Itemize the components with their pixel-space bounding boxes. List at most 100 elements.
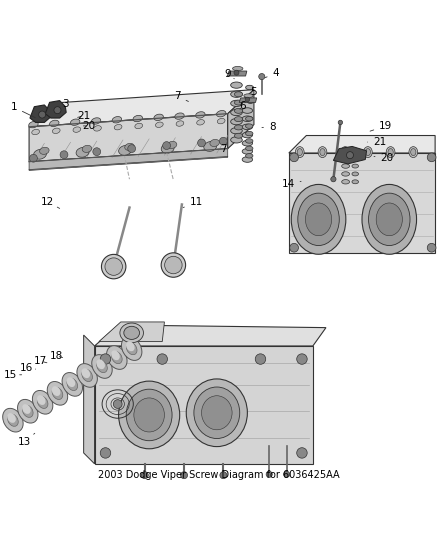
Ellipse shape (246, 154, 253, 158)
Circle shape (198, 139, 205, 147)
Ellipse shape (295, 147, 304, 158)
Ellipse shape (126, 342, 134, 351)
Text: 1: 1 (11, 102, 35, 118)
Ellipse shape (135, 123, 143, 128)
Ellipse shape (96, 359, 105, 369)
Ellipse shape (52, 387, 63, 399)
Text: 8: 8 (262, 122, 276, 132)
Ellipse shape (33, 149, 46, 159)
Ellipse shape (113, 400, 122, 408)
Ellipse shape (216, 110, 226, 117)
Ellipse shape (32, 130, 39, 135)
Ellipse shape (112, 351, 122, 364)
Circle shape (290, 153, 298, 161)
Ellipse shape (409, 147, 418, 158)
Ellipse shape (242, 132, 253, 138)
Circle shape (29, 154, 37, 162)
Ellipse shape (376, 203, 403, 236)
Ellipse shape (106, 346, 127, 369)
Ellipse shape (121, 337, 142, 360)
Text: 6: 6 (240, 101, 246, 111)
Ellipse shape (119, 146, 131, 155)
Ellipse shape (7, 413, 16, 423)
Ellipse shape (32, 391, 53, 414)
Ellipse shape (231, 137, 242, 143)
Ellipse shape (71, 119, 80, 125)
Circle shape (234, 70, 239, 75)
Text: 19: 19 (370, 121, 392, 131)
Ellipse shape (234, 125, 243, 130)
Ellipse shape (81, 368, 90, 378)
Ellipse shape (37, 395, 46, 405)
Ellipse shape (47, 382, 68, 405)
Circle shape (259, 74, 265, 79)
Ellipse shape (246, 85, 254, 90)
Text: 15: 15 (4, 370, 21, 380)
Circle shape (297, 448, 307, 458)
Ellipse shape (352, 164, 358, 168)
Text: 16: 16 (19, 363, 35, 373)
Ellipse shape (120, 323, 144, 343)
Polygon shape (30, 105, 51, 123)
Polygon shape (45, 101, 66, 118)
Ellipse shape (22, 404, 31, 414)
Ellipse shape (94, 126, 101, 131)
Ellipse shape (352, 172, 358, 176)
Circle shape (255, 354, 266, 364)
Ellipse shape (342, 164, 350, 168)
Text: 7: 7 (174, 91, 188, 101)
Text: 21: 21 (367, 137, 386, 147)
Polygon shape (228, 90, 254, 149)
Ellipse shape (67, 378, 78, 391)
Ellipse shape (134, 398, 164, 432)
Circle shape (100, 354, 111, 364)
Text: 20: 20 (82, 121, 95, 131)
Ellipse shape (3, 408, 23, 432)
Circle shape (346, 152, 353, 159)
Ellipse shape (201, 395, 232, 430)
Circle shape (157, 354, 167, 364)
Ellipse shape (175, 113, 184, 119)
Text: 5: 5 (251, 87, 257, 97)
Polygon shape (333, 147, 367, 164)
Circle shape (162, 142, 170, 149)
Ellipse shape (246, 131, 253, 136)
Polygon shape (29, 149, 228, 171)
Ellipse shape (217, 118, 225, 124)
Ellipse shape (234, 117, 243, 122)
Ellipse shape (291, 184, 346, 254)
Circle shape (102, 254, 126, 279)
Circle shape (100, 448, 111, 458)
Ellipse shape (204, 142, 217, 151)
Ellipse shape (112, 117, 122, 123)
Ellipse shape (231, 82, 242, 88)
Ellipse shape (231, 100, 242, 107)
Ellipse shape (119, 381, 180, 449)
Text: 9: 9 (224, 69, 234, 79)
Ellipse shape (53, 128, 60, 134)
Ellipse shape (18, 399, 38, 423)
Ellipse shape (62, 373, 82, 396)
Ellipse shape (318, 147, 327, 158)
Ellipse shape (246, 124, 253, 128)
Circle shape (297, 354, 307, 364)
Ellipse shape (82, 369, 92, 382)
Circle shape (427, 153, 436, 161)
Text: 13: 13 (18, 433, 35, 447)
Text: 11: 11 (183, 197, 203, 207)
Circle shape (427, 244, 436, 252)
Ellipse shape (234, 92, 243, 97)
Ellipse shape (246, 139, 253, 143)
Ellipse shape (305, 203, 332, 236)
Ellipse shape (67, 377, 75, 387)
Ellipse shape (342, 180, 350, 184)
Ellipse shape (368, 193, 410, 246)
Ellipse shape (234, 133, 243, 138)
Ellipse shape (247, 100, 254, 103)
Ellipse shape (22, 405, 33, 417)
Ellipse shape (231, 118, 242, 125)
Circle shape (284, 471, 290, 478)
Ellipse shape (411, 149, 416, 156)
Circle shape (54, 107, 61, 114)
Ellipse shape (386, 147, 395, 158)
